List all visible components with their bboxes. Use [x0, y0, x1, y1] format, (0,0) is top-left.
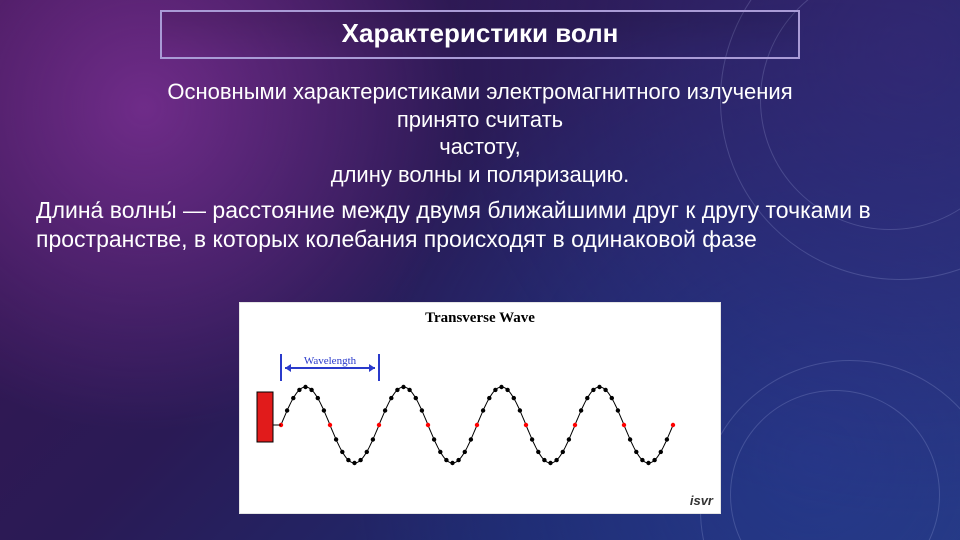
lead-line: частоту,	[0, 133, 960, 161]
diagram-attribution: isvr	[690, 493, 713, 508]
lead-line: принято считать	[0, 106, 960, 134]
lead-line: длину волны и поляризацию.	[0, 161, 960, 189]
wave-svg: Wavelength	[239, 330, 721, 514]
svg-text:Wavelength: Wavelength	[304, 355, 357, 367]
lead-line: Основными характеристиками электромагнит…	[0, 78, 960, 106]
page-title: Характеристики волн	[160, 10, 800, 59]
wave-diagram: Transverse Wave Wavelength isvr	[239, 302, 721, 514]
definition-text: Длина́ волны́ — расстояние между двумя б…	[36, 196, 934, 255]
diagram-title: Transverse Wave	[239, 302, 721, 327]
lead-text: Основными характеристиками электромагнит…	[0, 78, 960, 188]
